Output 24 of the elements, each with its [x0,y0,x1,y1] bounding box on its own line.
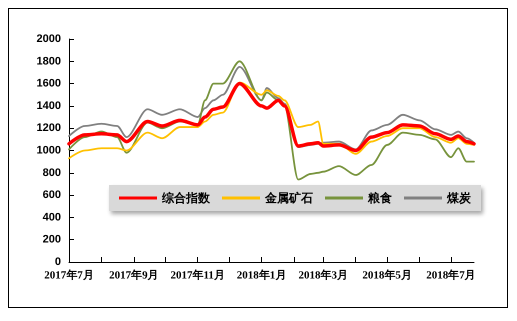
x-tick-label: 2017年7月 [44,268,94,282]
x-tick-label: 2018年5月 [362,268,412,282]
legend-label: 综合指数 [161,191,211,205]
legend-label: 金属矿石 [264,191,313,205]
x-tick-label: 2018年7月 [426,268,476,282]
y-tick-label: 2000 [36,33,61,45]
x-tick-label: 2017年9月 [109,268,159,282]
x-tick-label: 2018年1月 [236,268,286,282]
line-series [68,66,475,150]
y-tick-label: 1400 [36,100,61,112]
y-tick-label: 1000 [36,144,61,156]
y-tick-label: 400 [42,211,61,224]
x-tick-label: 2018年3月 [298,268,348,282]
y-tick-label: 1800 [36,55,61,68]
legend-label: 粮食 [367,191,392,205]
y-tick-label: 800 [42,166,61,179]
legend-label: 煤炭 [446,191,472,205]
y-tick-label: 200 [42,234,61,246]
y-tick-label: 600 [42,189,61,202]
y-tick-label: 1600 [36,78,61,90]
line-series [68,60,475,180]
y-tick-label: 0 [54,256,61,268]
y-tick-label: 1200 [36,122,61,134]
x-tick-label: 2017年11月 [170,268,225,282]
